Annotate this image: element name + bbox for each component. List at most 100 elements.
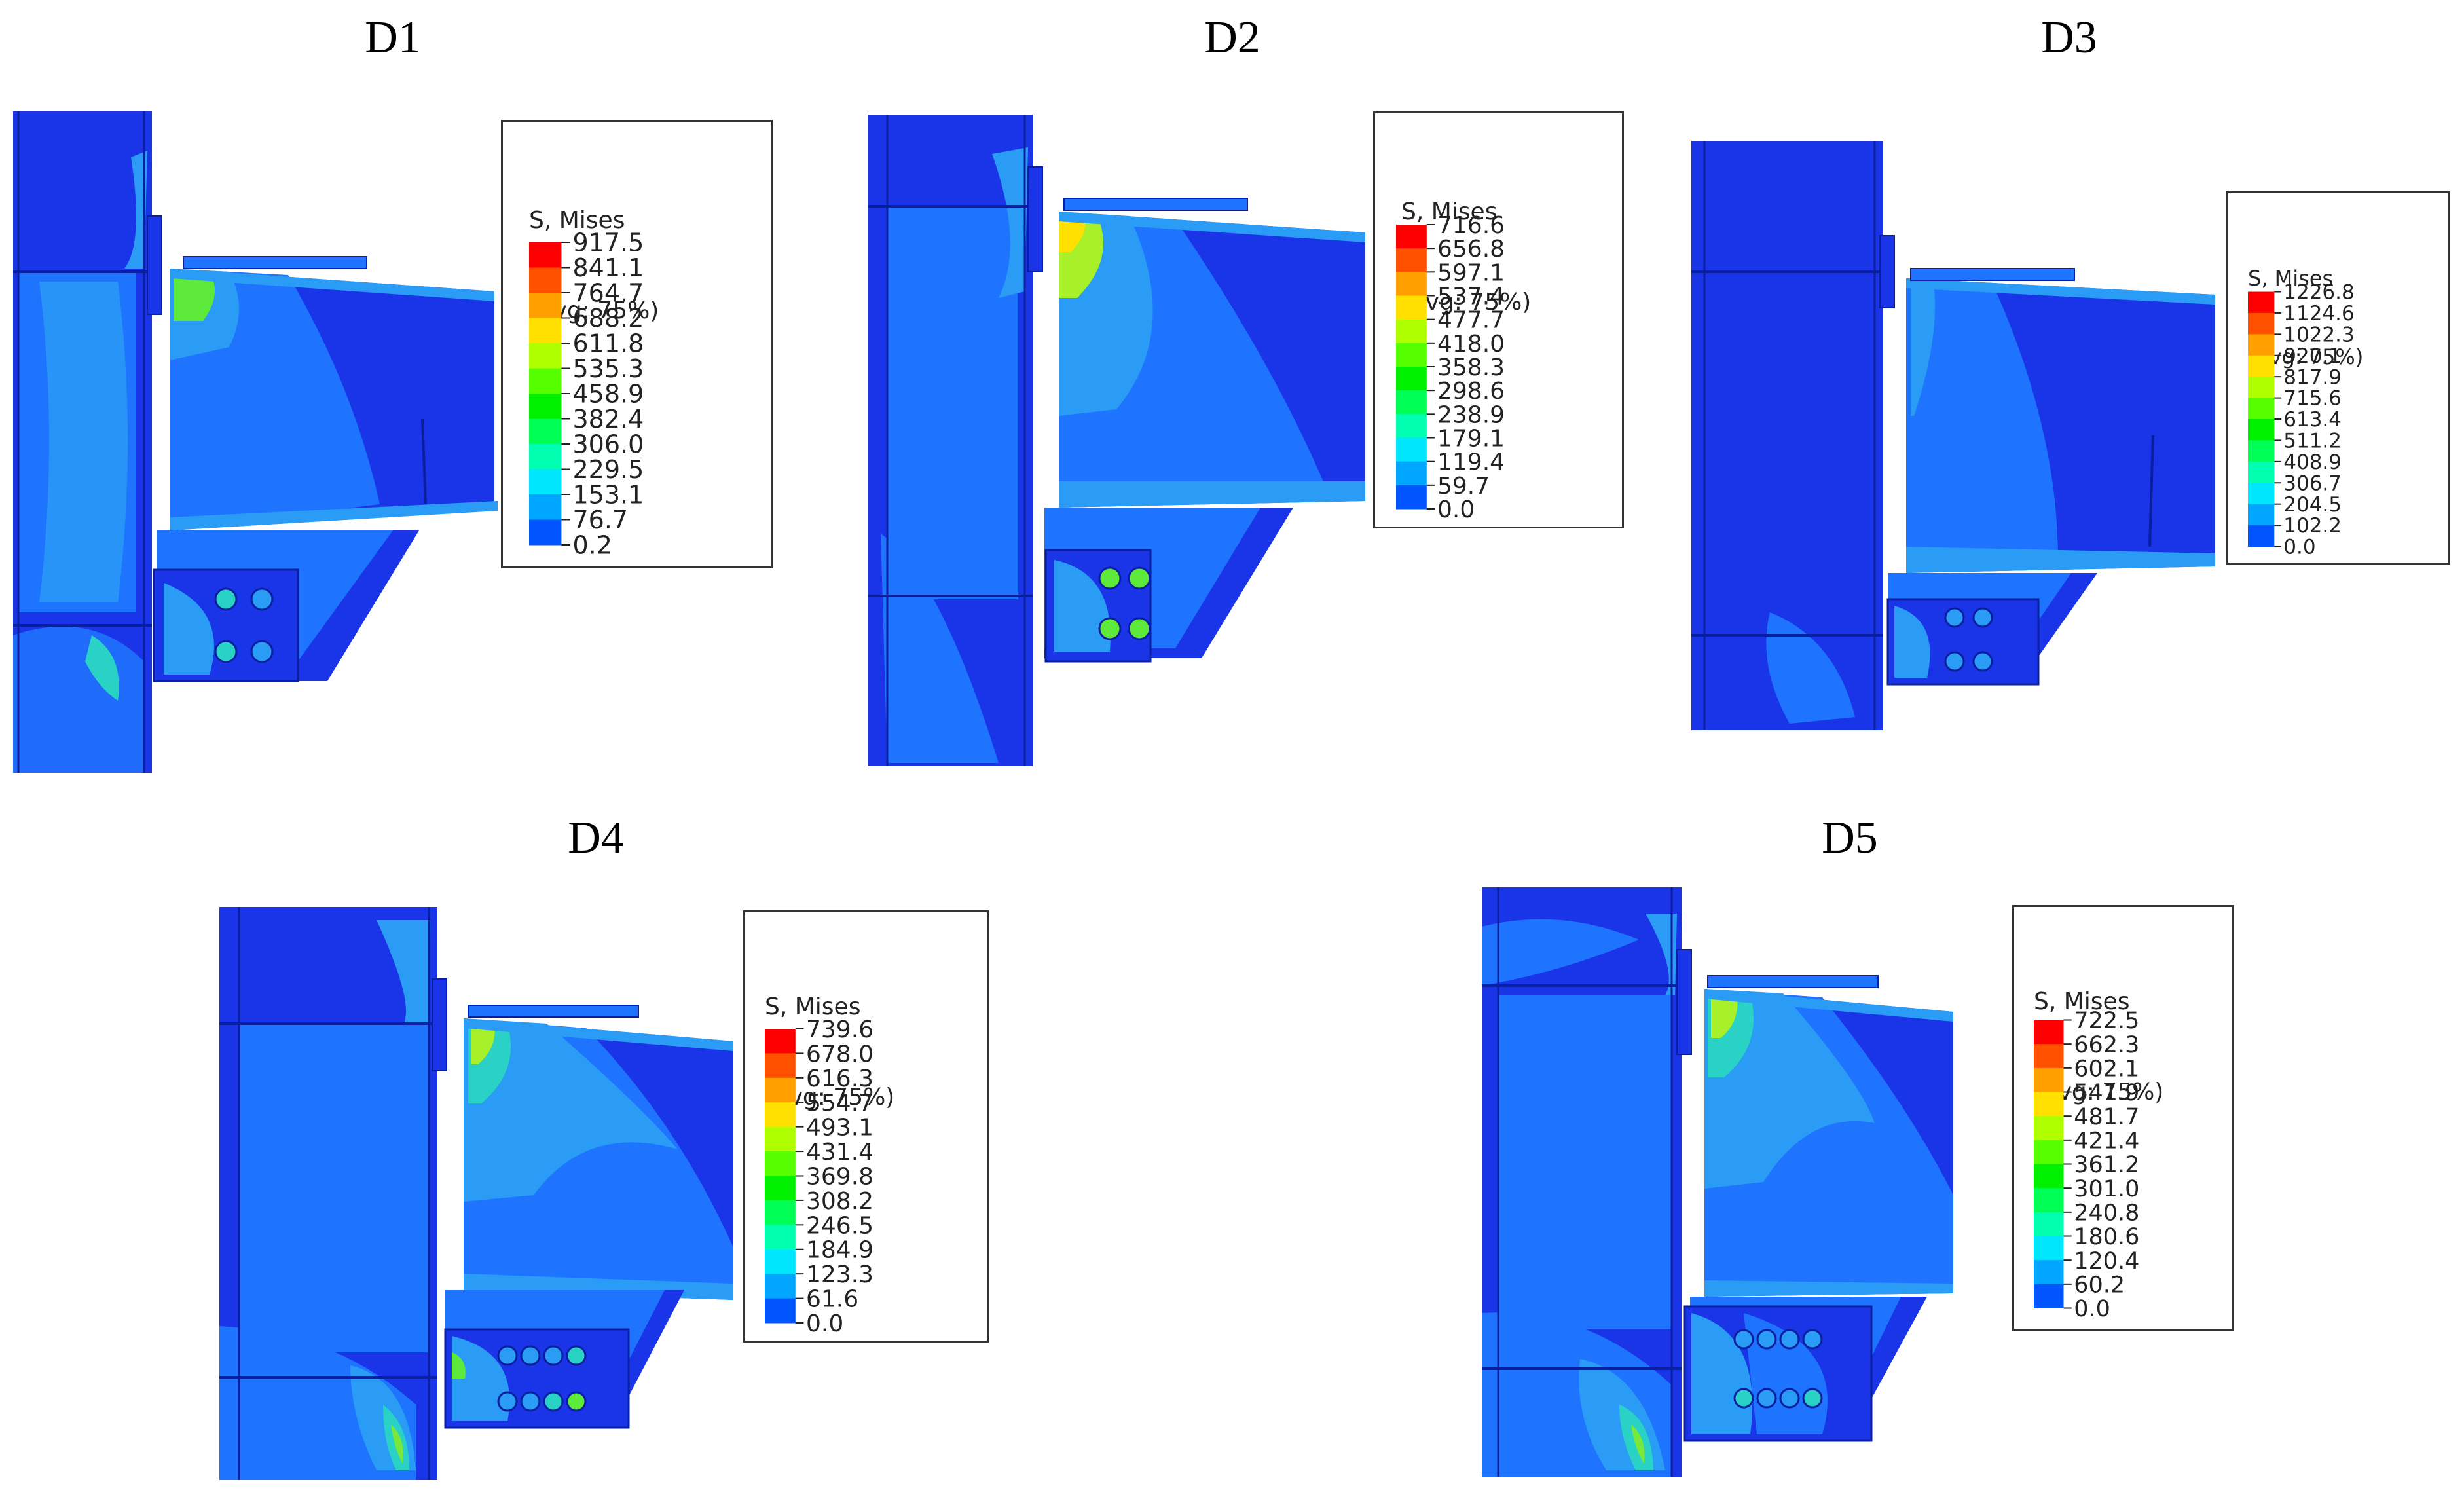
legend-color-band [529,368,562,394]
legend-value-label: 458.9 [573,380,644,409]
panel-title-d5: D5 [1822,813,1878,863]
legend-color-band [765,1225,796,1250]
legend-value-label: 76.7 [573,506,629,534]
legend-color-band [1396,272,1427,296]
legend-color-band [529,318,562,344]
legend-color-band [529,267,562,293]
legend-color-band [765,1200,796,1225]
legend-color-band [1396,390,1427,415]
legend-value-label: 60.2 [2074,1272,2125,1298]
legend-value-label: 306.0 [573,430,644,459]
legend-color-band [2248,291,2275,314]
legend-value-label: 358.3 [1437,354,1505,381]
legend-value-label: 722.5 [2074,1009,2139,1034]
legend-value-label: 123.3 [806,1261,873,1288]
legend-color-band [2248,398,2275,420]
legend-color-band [2034,1140,2064,1164]
panel-title-d2: D2 [1204,12,1260,63]
legend-value-label: 308.2 [806,1188,873,1215]
legend-value-label: 0.0 [1437,496,1475,521]
legend-color-band [2248,483,2275,505]
legend-scale-d5: 722.5662.3602.1541.9481.7421.4361.2301.0… [2034,1009,2139,1320]
legend-value-label: 678.0 [806,1041,873,1067]
legend-color-band [2248,377,2275,399]
legend-color-band [765,1126,796,1152]
legend-d3: S, Mises (Avg: 75%) 1226.8 1124.6 1022.3 92… [2226,191,2450,565]
legend-value-label: 920.1 [2283,344,2342,368]
legend-value-label: 917.5 [573,230,644,257]
legend-value-label: 597.1 [1437,259,1505,286]
legend-value-label: 240.8 [2074,1200,2139,1226]
legend-value-label: 537.4 [1437,283,1505,310]
legend-value-label: 431.4 [806,1139,873,1166]
legend-value-label: 0.0 [806,1310,843,1335]
legend-value-label: 204.5 [2283,493,2342,517]
legend-color-band [2248,334,2275,356]
legend-value-label: 306.7 [2283,472,2342,495]
legend-value-label: 716.6 [1437,213,1505,239]
legend-color-band [2034,1116,2064,1141]
legend-color-band [1396,343,1427,367]
legend-color-band [529,343,562,369]
legend-value-label: 153.1 [573,481,644,510]
legend-value-label: 611.8 [573,329,644,358]
legend-value-label: 184.9 [806,1237,873,1264]
legend-color-band [2034,1067,2064,1092]
legend-value-label: 481.7 [2074,1104,2139,1130]
legend-color-band [1396,461,1427,486]
legend-color-band [2248,355,2275,377]
legend-value-label: 662.3 [2074,1032,2139,1058]
legend-value-label: 0.2 [573,531,612,557]
legend-d4: S, Mises (Avg: 75%) 739.6 678.0 616.3 554.7… [743,910,989,1343]
legend-color-band [1396,225,1427,249]
legend-color-band [529,469,562,495]
fe-contour-plot-d3 [1691,141,2215,730]
legend-color-band [1396,248,1427,272]
legend-color-band [2034,1020,2064,1045]
legend-value-label: 554.7 [806,1090,873,1117]
legend-d1: S, Mises (Avg: 75%) 917.5 841.1 764.7 688.2… [501,120,773,568]
panel-title-d1: D1 [365,12,421,63]
legend-color-band [2034,1212,2064,1236]
legend-value-label: 179.1 [1437,425,1505,452]
legend-value-label: 180.6 [2074,1224,2139,1250]
fe-contour-plot-d2 [868,115,1365,766]
legend-value-label: 493.1 [806,1115,873,1141]
fe-contour-plot-d4 [219,907,733,1480]
legend-value-label: 120.4 [2074,1248,2139,1274]
legend-scale-d4: 739.6678.0616.3554.7493.1431.4369.8308.2… [765,1017,873,1335]
fe-contour-plot-d5 [1482,887,1953,1477]
legend-color-band [765,1102,796,1128]
legend-value-label: 369.8 [806,1163,873,1190]
legend-value-label: 739.6 [806,1017,873,1043]
legend-color-band [2248,461,2275,483]
legend-value-label: 817.9 [2283,365,2342,389]
legend-value-label: 408.9 [2283,451,2342,474]
legend-value-label: 715.6 [2283,387,2342,411]
panel-title-d4: D4 [568,813,624,863]
legend-value-label: 382.4 [573,405,644,434]
legend-title-d4: S, Mises [765,993,861,1020]
legend-color-band [529,519,562,546]
legend-color-band [1396,367,1427,391]
legend-color-band [1396,485,1427,510]
legend-value-label: 613.4 [2283,408,2342,432]
legend-color-band [1396,319,1427,344]
legend-value-label: 0.0 [2283,536,2315,557]
legend-value-label: 656.8 [1437,236,1505,263]
legend-color-band [765,1176,796,1201]
legend-value-label: 535.3 [573,354,644,383]
legend-color-band [2034,1188,2064,1213]
legend-value-label: 1226.8 [2283,282,2354,305]
legend-color-band [1396,295,1427,320]
legend-color-band [2248,440,2275,462]
legend-value-label: 298.6 [1437,378,1505,405]
legend-color-band [529,394,562,419]
legend-color-band [765,1151,796,1176]
legend-title-d3: S, Mises [2248,266,2334,291]
legend-value-label: 229.5 [573,455,644,484]
legend-title-d5: S, Mises [2034,988,2130,1015]
legend-value-label: 1022.3 [2283,323,2354,346]
legend-color-band [529,444,562,470]
legend-value-label: 421.4 [2074,1128,2139,1154]
